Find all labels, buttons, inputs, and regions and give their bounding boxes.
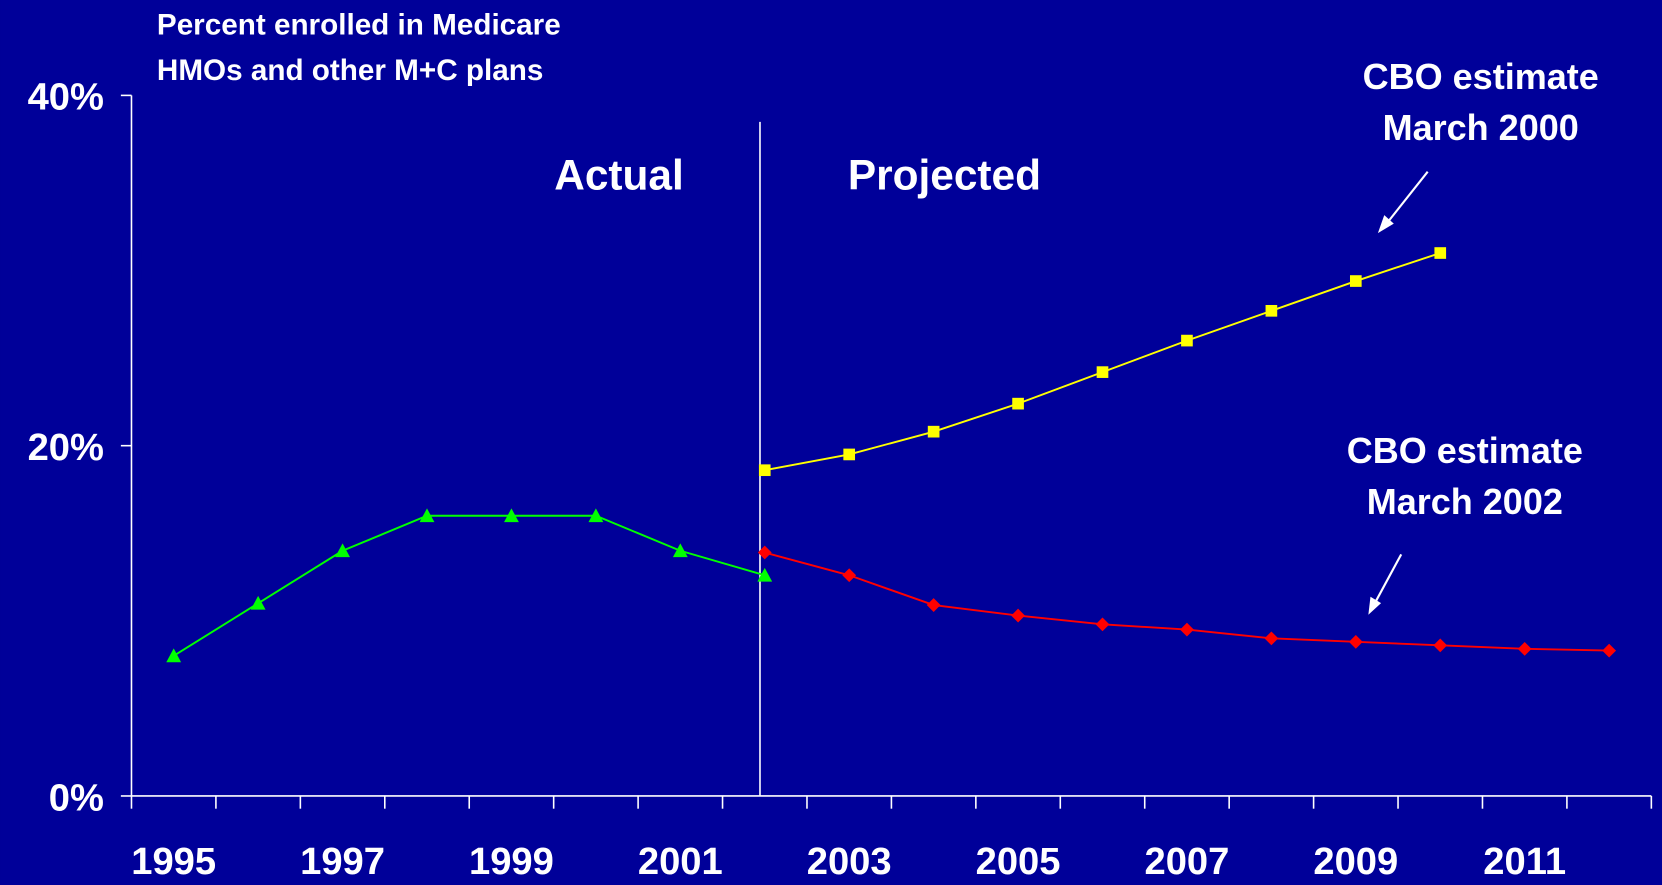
point <box>166 648 182 663</box>
annotation: Actual <box>554 151 684 198</box>
point <box>1348 634 1363 649</box>
x-tick-label: 1995 <box>131 840 216 883</box>
point <box>419 508 435 523</box>
point <box>588 508 604 523</box>
arrow <box>1382 171 1429 229</box>
arrow-head <box>1368 596 1382 615</box>
point <box>672 543 688 558</box>
point <box>335 543 350 558</box>
x-tick-label: 2001 <box>638 840 723 883</box>
arrow-head <box>1377 215 1394 234</box>
annotation: CBO estimate <box>1363 56 1599 97</box>
x-tick-label: 2003 <box>807 840 892 883</box>
point <box>1180 622 1194 637</box>
x-tick-label: 2007 <box>1145 840 1230 883</box>
series-line <box>173 514 766 657</box>
point <box>1012 397 1024 410</box>
point <box>757 567 773 582</box>
point <box>1265 304 1278 317</box>
arrow <box>1371 553 1403 608</box>
x-tick-label: 1999 <box>469 840 554 883</box>
point <box>1434 247 1447 259</box>
point <box>1349 275 1362 287</box>
x-tick-label: 2005 <box>976 840 1061 883</box>
point <box>843 448 856 461</box>
annotation: March 2000 <box>1383 107 1579 148</box>
point <box>504 508 519 523</box>
y-axis-label: HMOs and other M+C plans <box>157 54 543 87</box>
point <box>927 425 940 438</box>
annotation: Projected <box>848 151 1041 198</box>
annotation: CBO estimate <box>1347 430 1583 471</box>
y-axis-label: Percent enrolled in Medicare <box>157 8 561 41</box>
y-tick-label: 40% <box>28 76 104 119</box>
x-tick-label: 1997 <box>300 840 385 883</box>
point <box>758 464 771 477</box>
point <box>926 598 941 612</box>
y-tick-label: 0% <box>49 776 104 819</box>
y-tick-label: 20% <box>28 426 104 469</box>
point <box>1181 334 1193 347</box>
point <box>1095 617 1110 632</box>
x-tick-label: 2009 <box>1313 840 1398 883</box>
annotation: March 2002 <box>1367 481 1563 522</box>
point <box>250 595 266 610</box>
x-tick-label: 2011 <box>1483 840 1566 883</box>
point <box>1096 366 1109 378</box>
